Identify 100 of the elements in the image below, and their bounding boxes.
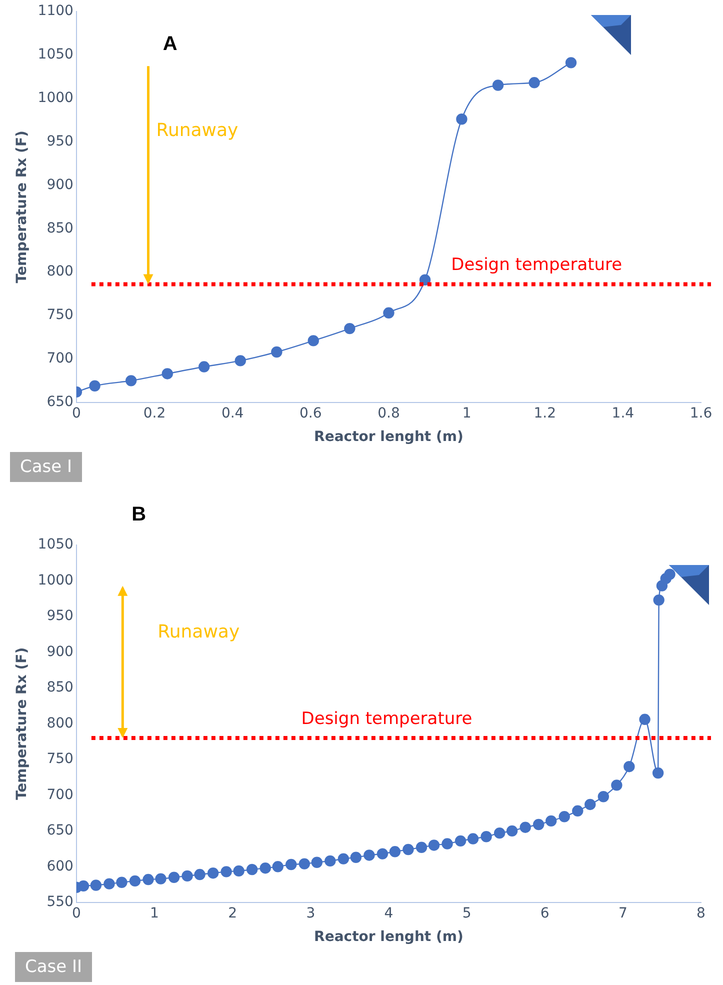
- x-tick-label: 3: [306, 905, 316, 922]
- point: [664, 568, 676, 580]
- x-tick-label: 6: [540, 905, 550, 922]
- point: [416, 842, 428, 853]
- point: [104, 878, 115, 890]
- y-tick-label: 900: [46, 644, 74, 660]
- point: [90, 880, 102, 891]
- point: [78, 880, 90, 892]
- point: [260, 862, 271, 874]
- point: [376, 848, 388, 860]
- point: [162, 368, 173, 380]
- point: [454, 835, 466, 847]
- x-axis-title: Reactor lenght (m): [314, 929, 464, 946]
- x-tick-label: 0.2: [143, 405, 166, 422]
- point: [298, 858, 310, 870]
- point: [456, 114, 468, 125]
- point: [492, 80, 504, 91]
- point: [155, 873, 166, 884]
- point: [194, 868, 206, 880]
- point: [198, 361, 210, 372]
- x-tick-label: 0.8: [378, 405, 400, 422]
- point: [308, 335, 319, 346]
- x-tick-label: 0.4: [221, 405, 244, 422]
- y-tick-label: 950: [46, 133, 74, 150]
- y-tick-label: 1000: [38, 572, 74, 588]
- y-tick-label: 1100: [38, 3, 74, 20]
- y-tick-label: 600: [46, 858, 74, 874]
- point: [125, 375, 137, 386]
- ref-line-label: Design temperature: [451, 255, 622, 276]
- point: [271, 346, 282, 358]
- point: [528, 77, 540, 88]
- y-tick-label: 950: [46, 608, 74, 624]
- point: [234, 355, 246, 366]
- point: [142, 874, 154, 886]
- point: [220, 866, 232, 878]
- point: [533, 818, 544, 830]
- y-tick-label: 700: [46, 350, 74, 367]
- point: [546, 815, 557, 827]
- x-tick-label: 1: [150, 905, 159, 922]
- point: [364, 850, 375, 861]
- point: [611, 780, 622, 791]
- point: [653, 594, 664, 606]
- point: [598, 791, 610, 802]
- y-tick-label: 850: [46, 680, 74, 696]
- y-axis-title: Temperature Rx (F): [14, 130, 30, 284]
- point: [116, 876, 128, 888]
- point: [324, 855, 336, 867]
- y-tick-label: 800: [46, 715, 74, 732]
- point: [480, 831, 492, 842]
- x-tick-label: 1.6: [690, 405, 712, 422]
- point: [442, 838, 453, 850]
- x-tick-label: 4: [384, 905, 394, 922]
- x-tick-label: 0: [72, 405, 81, 422]
- point: [558, 811, 570, 822]
- point: [383, 307, 394, 319]
- point: [350, 852, 362, 863]
- point: [494, 827, 506, 839]
- point: [402, 844, 414, 856]
- point: [624, 760, 635, 772]
- point: [639, 714, 650, 726]
- y-tick-label: 750: [46, 751, 74, 768]
- y-tick-label: 1050: [38, 536, 74, 553]
- x-tick-label: 8: [696, 905, 706, 922]
- text: Case I: [10, 452, 82, 482]
- y-tick-label: 850: [46, 220, 74, 236]
- y-tick-label: 900: [46, 176, 74, 193]
- y-tick-label: 550: [46, 894, 74, 910]
- y-axis-title: Temperature Rx (F): [14, 647, 30, 800]
- point: [129, 875, 141, 887]
- point: [565, 57, 577, 68]
- y-tick-label: 1050: [38, 46, 74, 62]
- x-tick-label: 0.6: [300, 405, 322, 422]
- y-tick-label: 750: [46, 307, 74, 324]
- x-tick-label: 2: [228, 905, 238, 922]
- x-tick-label: 1.2: [534, 405, 556, 422]
- point: [584, 798, 596, 810]
- point: [233, 865, 244, 877]
- point: [520, 822, 531, 833]
- point: [428, 840, 440, 851]
- y-tick-label: 1000: [38, 90, 74, 106]
- point: [344, 322, 356, 334]
- annotation: Runaway: [158, 622, 240, 643]
- point: [207, 867, 219, 879]
- y-tick-label: 650: [46, 394, 74, 410]
- point: [389, 846, 401, 858]
- point: [168, 872, 180, 883]
- x-tick-label: 0: [72, 905, 81, 922]
- ref-line-label: Design temperature: [301, 708, 472, 729]
- text: Case II: [15, 952, 92, 982]
- text: A: [162, 32, 178, 55]
- point: [572, 805, 584, 817]
- point: [311, 856, 322, 868]
- point: [272, 861, 284, 872]
- point: [506, 825, 518, 837]
- x-tick-label: 1: [462, 405, 472, 422]
- point: [286, 858, 297, 870]
- point: [182, 870, 193, 882]
- point: [89, 380, 100, 392]
- point: [467, 833, 479, 844]
- x-tick-label: 5: [462, 905, 472, 922]
